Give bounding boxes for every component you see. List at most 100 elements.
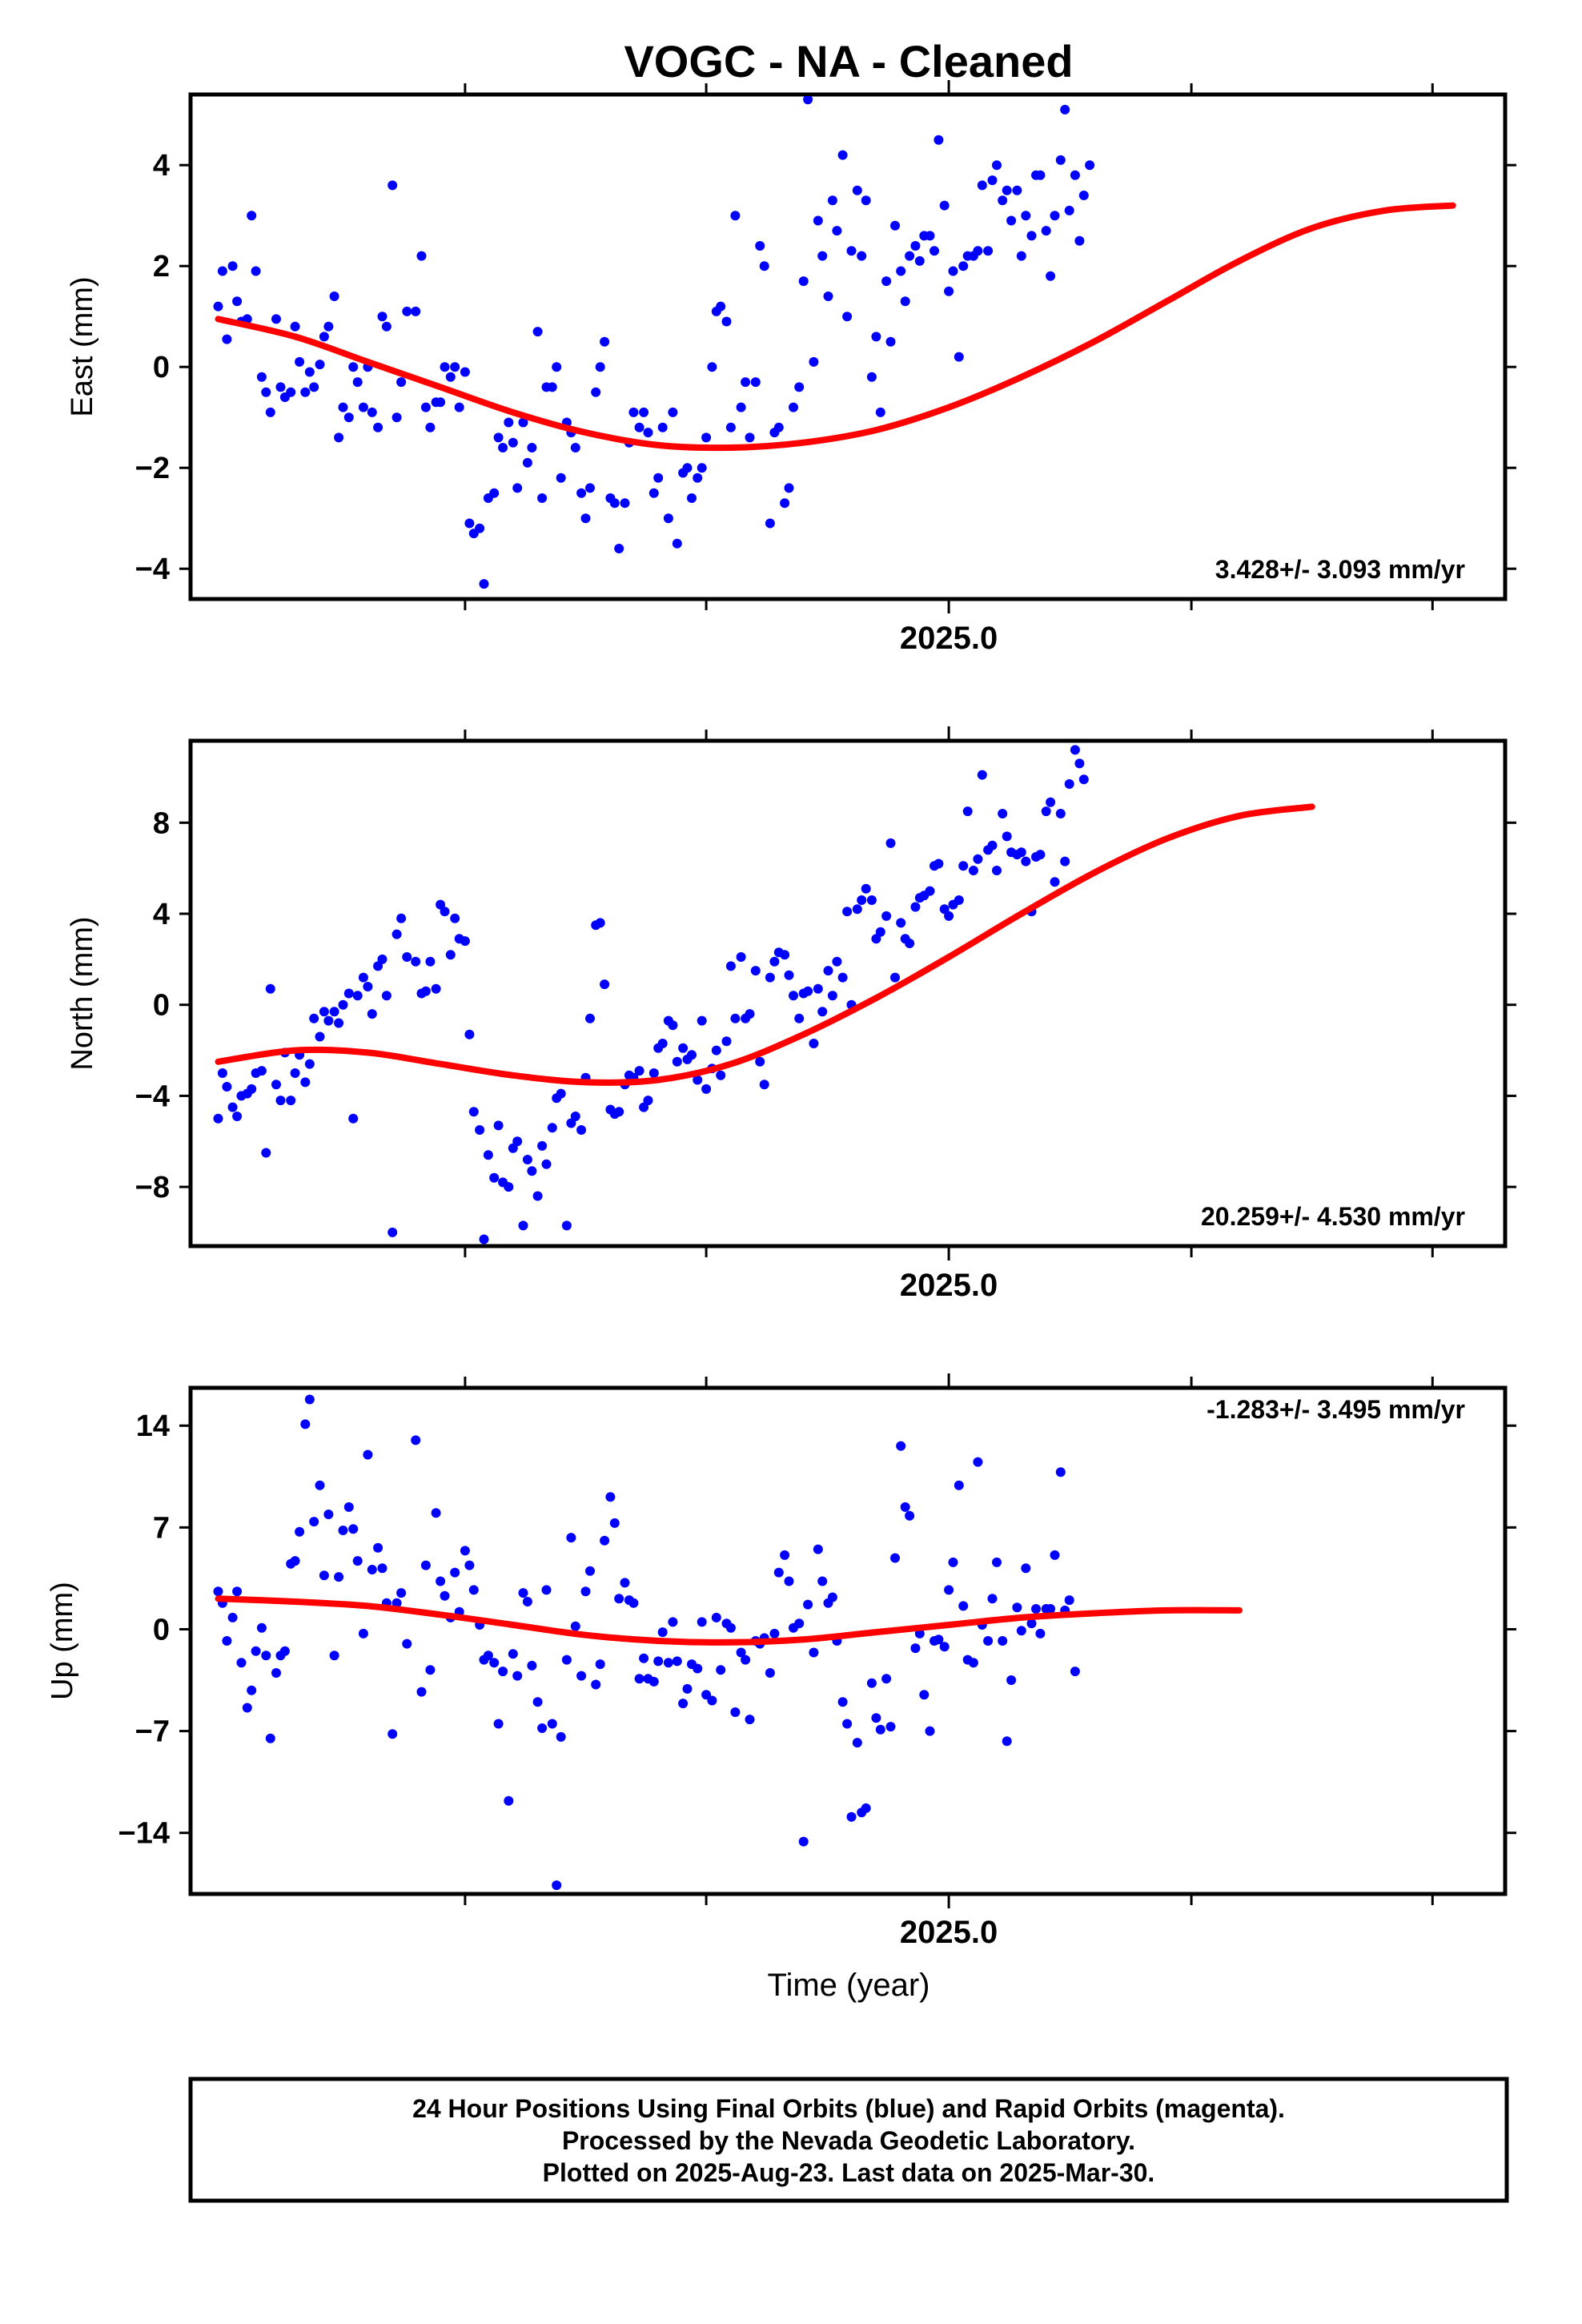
data-point <box>1012 185 1022 195</box>
data-point <box>483 1651 493 1661</box>
data-point <box>1060 104 1070 115</box>
data-point <box>256 1066 267 1076</box>
data-point <box>1021 856 1031 866</box>
data-point <box>373 422 383 432</box>
data-point <box>1046 271 1056 281</box>
data-point <box>396 377 407 388</box>
data-point <box>1055 809 1066 818</box>
velocity-annotation: 3.428+/- 3.093 mm/yr <box>1215 555 1465 584</box>
data-point <box>460 936 470 947</box>
data-point <box>809 356 819 367</box>
data-point <box>643 428 653 438</box>
data-point <box>450 913 460 923</box>
data-point <box>537 1140 548 1151</box>
data-point <box>508 1649 518 1659</box>
data-point <box>300 1419 311 1429</box>
data-point <box>1074 758 1085 769</box>
data-point <box>391 1598 402 1608</box>
fit-curve <box>215 202 1456 452</box>
data-point <box>425 956 436 967</box>
plot-frame <box>188 738 1508 1248</box>
data-point <box>741 1655 751 1665</box>
data-point <box>657 422 668 432</box>
data-point <box>837 150 848 160</box>
data-point <box>813 1544 823 1554</box>
data-point <box>725 961 736 971</box>
data-point <box>881 276 892 287</box>
data-point <box>697 463 707 473</box>
data-point <box>992 1557 1002 1567</box>
data-point <box>648 488 659 498</box>
data-point <box>576 488 587 498</box>
data-point <box>1064 1595 1074 1606</box>
data-point <box>765 1668 775 1678</box>
data-point <box>576 1671 587 1681</box>
data-point <box>987 1594 998 1604</box>
data-point <box>373 961 383 971</box>
data-point <box>784 970 794 980</box>
data-point <box>1070 1667 1080 1677</box>
data-point <box>614 1594 624 1604</box>
data-point <box>416 251 427 261</box>
data-point <box>387 1227 398 1237</box>
data-point <box>925 886 935 896</box>
data-point <box>842 1719 853 1729</box>
data-point <box>697 1015 707 1026</box>
data-point <box>962 806 973 817</box>
data-point <box>367 1565 377 1574</box>
data-point <box>896 918 906 928</box>
data-point <box>323 1015 334 1026</box>
data-point <box>402 306 412 316</box>
data-point <box>227 261 238 271</box>
data-point <box>295 356 305 367</box>
data-point <box>857 895 867 905</box>
data-point <box>736 402 746 412</box>
data-point <box>518 1588 528 1598</box>
y-tick-label: 2 <box>153 250 170 283</box>
data-point <box>348 362 359 372</box>
data-point <box>479 1234 489 1244</box>
data-point <box>678 1043 689 1053</box>
data-point <box>750 377 761 388</box>
y-axis-label: Up (mm) <box>46 1582 79 1700</box>
y-tick-label: −4 <box>135 553 170 586</box>
data-point <box>387 1729 398 1739</box>
data-point <box>741 377 751 388</box>
north-panel: −8 −4 0 4 8 2025.0 North (mm) 20.259+/- 4.530 m… <box>66 726 1516 1303</box>
y-tick-label: 7 <box>153 1511 170 1545</box>
data-point <box>402 1638 412 1649</box>
data-point <box>852 1738 862 1748</box>
data-point <box>780 950 790 960</box>
data-point <box>1016 251 1026 261</box>
data-point <box>730 211 741 221</box>
data-point <box>789 991 798 1001</box>
y-tick-label: 4 <box>153 898 170 931</box>
data-point <box>222 1636 232 1646</box>
data-point <box>352 991 363 1001</box>
y-tick-label: −4 <box>135 1080 170 1113</box>
data-point <box>701 1690 712 1700</box>
x-tick-label: 2025.0 <box>900 1915 998 1950</box>
data-point <box>678 1699 689 1709</box>
data-point <box>566 1118 576 1128</box>
data-point <box>773 1567 784 1578</box>
data-point <box>1021 211 1031 221</box>
y-tick-label: −8 <box>135 1171 170 1204</box>
data-point <box>261 1651 271 1661</box>
data-point <box>750 966 761 976</box>
data-point <box>837 1697 848 1707</box>
data-point <box>693 1663 703 1674</box>
data-point <box>300 1077 311 1088</box>
data-point <box>721 1036 732 1047</box>
data-point <box>232 1586 243 1597</box>
x-axis-title: Time (year) <box>768 1968 930 2003</box>
data-point <box>570 1112 580 1121</box>
data-point <box>657 1627 668 1638</box>
data-point <box>861 195 871 206</box>
data-point <box>944 286 954 296</box>
data-point <box>440 362 450 372</box>
data-point <box>998 809 1008 818</box>
data-point <box>561 1655 572 1665</box>
data-point <box>387 180 398 191</box>
data-point <box>1085 160 1095 171</box>
